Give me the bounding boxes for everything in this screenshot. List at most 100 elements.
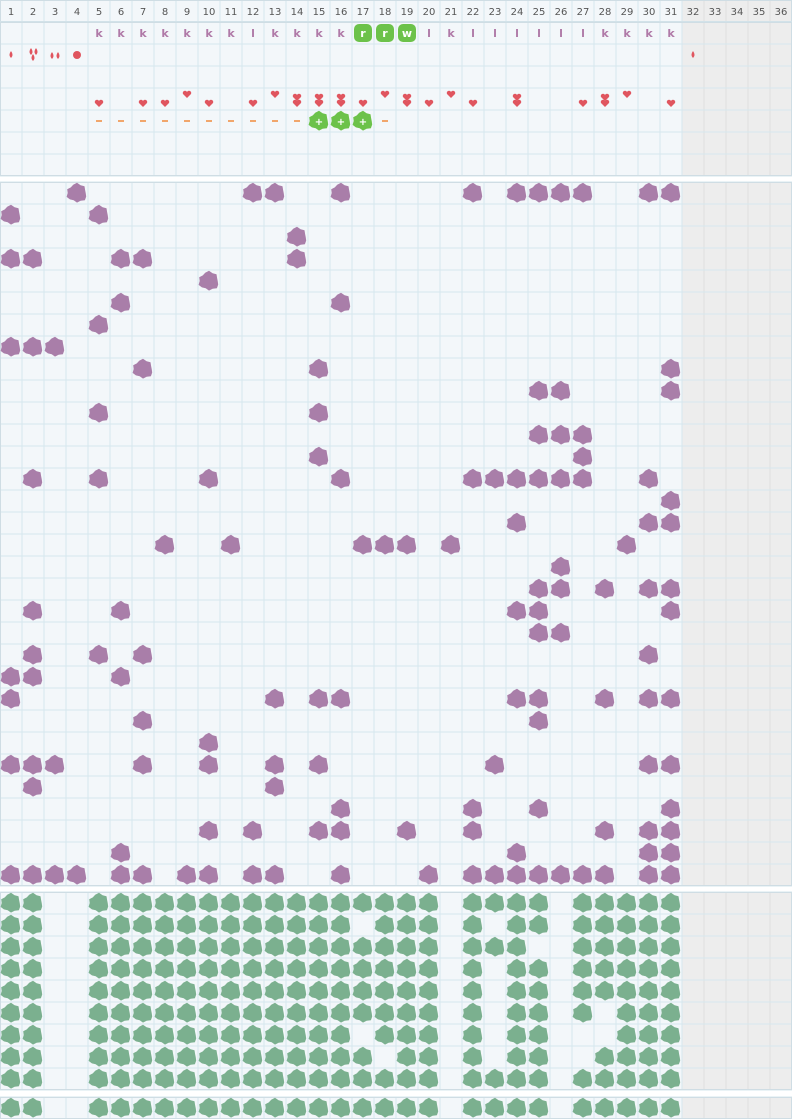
green-mark: [308, 958, 329, 979]
habit-letter: l: [427, 27, 431, 40]
green-mark: [616, 958, 637, 979]
green-mark: [374, 1097, 395, 1118]
green-mark: [176, 892, 197, 913]
purple-mark: [462, 820, 483, 841]
letter-badge: [376, 24, 394, 42]
heart-icon: [578, 99, 588, 107]
green-mark: [220, 914, 241, 935]
purple-mark: [22, 644, 43, 665]
purple-mark: [330, 798, 351, 819]
purple-mark: [660, 578, 681, 599]
green-mark: [638, 914, 659, 935]
column-number: 31: [665, 7, 678, 18]
purple-mark: [110, 666, 131, 687]
green-mark: [462, 936, 483, 957]
green-mark: [242, 914, 263, 935]
green-mark: [506, 980, 527, 1001]
habit-letter: k: [117, 27, 125, 40]
purple-mark: [242, 864, 263, 885]
green-mark: [286, 1046, 307, 1067]
drop-icon: [34, 48, 38, 55]
green-mark: [638, 1097, 659, 1118]
green-mark: [286, 1097, 307, 1118]
green-mark: [110, 1097, 131, 1118]
green-mark: [308, 936, 329, 957]
green-mark: [352, 936, 373, 957]
green-mark: [0, 1046, 21, 1067]
green-mark: [330, 1068, 351, 1089]
purple-mark: [44, 864, 65, 885]
green-mark: [132, 1068, 153, 1089]
green-mark: [638, 958, 659, 979]
green-mark: [484, 1097, 505, 1118]
purple-mark: [484, 864, 505, 885]
green-mark: [528, 1068, 549, 1089]
green-mark: [0, 892, 21, 913]
heart-icon: [182, 90, 192, 98]
green-mark: [308, 914, 329, 935]
green-mark: [0, 1097, 21, 1118]
green-mark: [352, 980, 373, 1001]
heart-icon: [468, 99, 478, 107]
green-mark: [374, 980, 395, 1001]
green-mark: [506, 892, 527, 913]
green-mark: [22, 1097, 43, 1118]
purple-mark: [308, 358, 329, 379]
purple-mark: [616, 534, 637, 555]
heart-icon: [292, 99, 302, 107]
heart-icon: [314, 93, 324, 101]
green-mark: [506, 936, 527, 957]
purple-mark: [660, 380, 681, 401]
habit-letter: k: [205, 27, 213, 40]
green-mark: [506, 914, 527, 935]
habit-letter: l: [515, 27, 519, 40]
green-mark: [308, 1068, 329, 1089]
green-mark: [264, 958, 285, 979]
green-mark: [594, 1068, 615, 1089]
green-mark: [374, 1068, 395, 1089]
green-mark: [660, 936, 681, 957]
purple-mark: [198, 754, 219, 775]
green-mark: [396, 1097, 417, 1118]
green-mark: [660, 980, 681, 1001]
green-mark: [616, 936, 637, 957]
green-mark: [88, 936, 109, 957]
plus-sign: +: [359, 117, 367, 128]
green-mark: [572, 936, 593, 957]
green-mark: [396, 1068, 417, 1089]
green-mark: [374, 958, 395, 979]
green-mark: [220, 1002, 241, 1023]
purple-mark: [330, 182, 351, 203]
disabled-bg: [682, 1097, 792, 1119]
green-mark: [418, 936, 439, 957]
green-mark: [330, 1024, 351, 1045]
green-mark: [110, 936, 131, 957]
green-mark: [22, 914, 43, 935]
purple-mark: [660, 798, 681, 819]
habit-letter: k: [337, 27, 345, 40]
green-mark: [176, 1097, 197, 1118]
column-number: 24: [511, 7, 524, 18]
green-mark: [0, 936, 21, 957]
green-mark: [22, 1068, 43, 1089]
green-mark: [220, 980, 241, 1001]
green-mark: [242, 936, 263, 957]
purple-mark: [638, 842, 659, 863]
purple-mark: [0, 666, 21, 687]
column-number: 10: [203, 7, 216, 18]
green-mark: [308, 1002, 329, 1023]
purple-mark: [594, 578, 615, 599]
green-mark: [330, 980, 351, 1001]
drop-icon: [29, 48, 33, 55]
dot-icon: [73, 51, 81, 59]
column-number: 16: [335, 7, 348, 18]
column-number: 21: [445, 7, 458, 18]
green-mark: [132, 958, 153, 979]
green-mark: [22, 936, 43, 957]
green-mark: [330, 958, 351, 979]
purple-mark: [528, 864, 549, 885]
green-mark: [264, 980, 285, 1001]
purple-mark: [198, 864, 219, 885]
purple-mark: [0, 864, 21, 885]
